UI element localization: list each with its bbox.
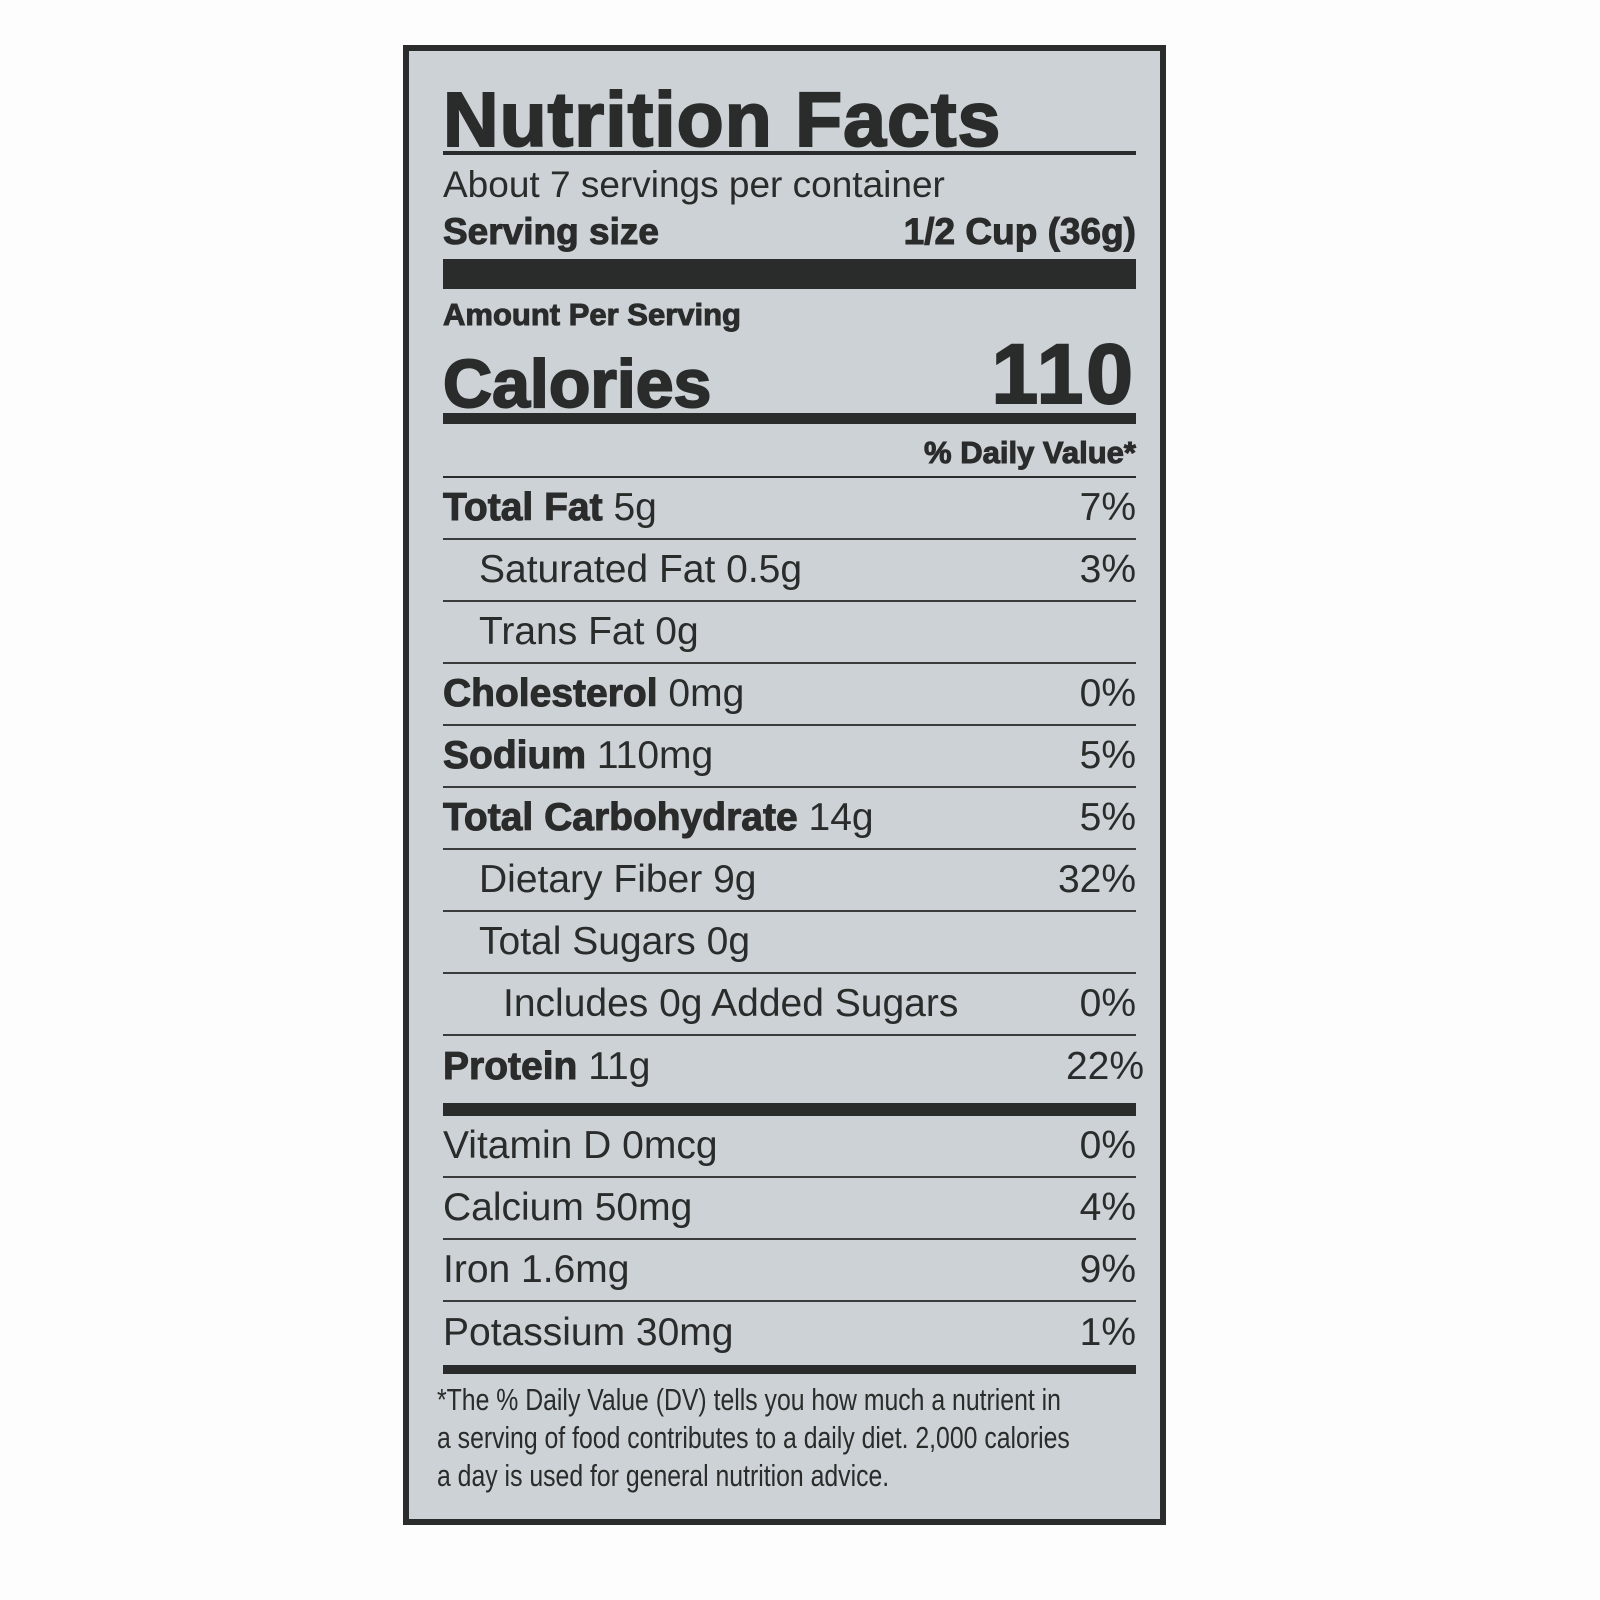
nutrient-row-trans-fat: Trans Fat 0g bbox=[443, 602, 1136, 664]
vitamin-row-calcium: Calcium 50mg 4% bbox=[443, 1178, 1136, 1240]
serving-size-value: 1/2 Cup (36g) bbox=[903, 211, 1136, 253]
vitamin-dv: 4% bbox=[1079, 1186, 1136, 1229]
vitamin-row-iron: Iron 1.6mg 9% bbox=[443, 1240, 1136, 1302]
serving-size-label: Serving size bbox=[443, 211, 660, 253]
nutrition-facts-label: Nutrition Facts About 7 servings per con… bbox=[403, 45, 1166, 1525]
nutrient-row-added-sugars: Includes 0g Added Sugars 0% bbox=[443, 974, 1136, 1036]
calories-label: Calories bbox=[442, 345, 712, 423]
nutrient-amount: 0mg bbox=[668, 672, 745, 715]
nutrient-amount: 0g bbox=[655, 610, 699, 653]
divider bbox=[443, 151, 1136, 155]
nutrient-row-cholesterol: Cholesterol 0mg 0% bbox=[443, 664, 1136, 726]
vitamin-text: Calcium 50mg bbox=[443, 1186, 693, 1229]
nutrient-row-protein: Protein 11g 22% bbox=[442, 1036, 1144, 1098]
vitamin-text: Potassium 30mg bbox=[443, 1311, 734, 1354]
amount-per-serving: Amount Per Serving bbox=[443, 297, 742, 333]
nutrient-row-sodium: Sodium 110mg 5% bbox=[443, 726, 1136, 788]
nutrient-amount: 0.5g bbox=[726, 548, 803, 591]
thick-divider bbox=[443, 1103, 1136, 1116]
nutrient-row-saturated-fat: Saturated Fat 0.5g 3% bbox=[443, 540, 1136, 602]
vitamin-dv: 1% bbox=[1079, 1311, 1136, 1354]
footnote: *The % Daily Value (DV) tells you how mu… bbox=[437, 1381, 1130, 1495]
nutrient-name: Total Fat bbox=[443, 486, 604, 530]
nutrient-name: Total Carbohydrate bbox=[443, 796, 799, 840]
nutrient-name: Dietary Fiber bbox=[479, 858, 703, 901]
nutrient-amount: 14g bbox=[808, 796, 874, 839]
footnote-line: a day is used for general nutrition advi… bbox=[437, 1458, 890, 1493]
nutrient-dv: 22% bbox=[1065, 1045, 1144, 1088]
medium-divider bbox=[443, 413, 1136, 424]
calories-value: 110 bbox=[990, 326, 1136, 422]
nutrient-dv: 32% bbox=[1057, 858, 1136, 901]
nutrient-amount: 0g bbox=[706, 920, 751, 963]
nutrient-row-total-sugars: Total Sugars 0g bbox=[443, 912, 1136, 974]
nutrient-row-dietary-fiber: Dietary Fiber 9g 32% bbox=[443, 850, 1136, 912]
nutrient-amount: 9g bbox=[713, 858, 757, 901]
nutrient-dv: 5% bbox=[1079, 796, 1136, 839]
nutrient-dv: 3% bbox=[1079, 548, 1136, 591]
nutrient-name: Total Sugars bbox=[479, 920, 696, 963]
vitamin-dv: 0% bbox=[1079, 1124, 1136, 1167]
thick-divider bbox=[443, 259, 1136, 289]
nutrient-name: Includes 0g Added Sugars bbox=[503, 982, 959, 1025]
nutrient-dv: 0% bbox=[1079, 672, 1136, 715]
serving-size-row: Serving size 1/2 Cup (36g) bbox=[443, 211, 1137, 253]
label-title: Nutrition Facts bbox=[442, 76, 1002, 164]
nutrient-name: Sodium bbox=[443, 734, 587, 778]
nutrient-name: Cholesterol bbox=[443, 672, 659, 716]
vitamin-row-potassium: Potassium 30mg 1% bbox=[443, 1302, 1136, 1364]
nutrient-name: Protein bbox=[442, 1045, 578, 1089]
nutrient-row-total-fat: Total Fat 5g 7% bbox=[443, 478, 1136, 540]
servings-per-container: About 7 servings per container bbox=[443, 164, 945, 205]
nutrient-amount: 5g bbox=[613, 486, 657, 529]
divider bbox=[443, 476, 1136, 478]
calories-row: Calories 110 bbox=[442, 326, 1136, 423]
nutrient-amount: 110mg bbox=[596, 734, 714, 777]
nutrient-name: Saturated Fat bbox=[479, 548, 716, 591]
vitamin-row-vitamin-d: Vitamin D 0mcg 0% bbox=[443, 1116, 1136, 1178]
medium-divider bbox=[443, 1365, 1136, 1374]
vitamin-text: Vitamin D 0mcg bbox=[443, 1124, 718, 1167]
vitamin-dv: 9% bbox=[1079, 1248, 1136, 1291]
nutrient-name: Trans Fat bbox=[479, 610, 645, 653]
nutrient-row-total-carbohydrate: Total Carbohydrate 14g 5% bbox=[443, 788, 1136, 850]
footnote-line: *The % Daily Value (DV) tells you how mu… bbox=[437, 1382, 1061, 1417]
vitamin-text: Iron 1.6mg bbox=[443, 1248, 630, 1291]
nutrient-amount: 11g bbox=[588, 1045, 651, 1088]
footnote-line: a serving of food contributes to a daily… bbox=[437, 1420, 1070, 1455]
daily-value-header: % Daily Value* bbox=[924, 435, 1137, 471]
nutrient-dv: 7% bbox=[1079, 486, 1136, 529]
nutrient-dv: 0% bbox=[1079, 982, 1136, 1025]
nutrient-dv: 5% bbox=[1079, 734, 1136, 777]
